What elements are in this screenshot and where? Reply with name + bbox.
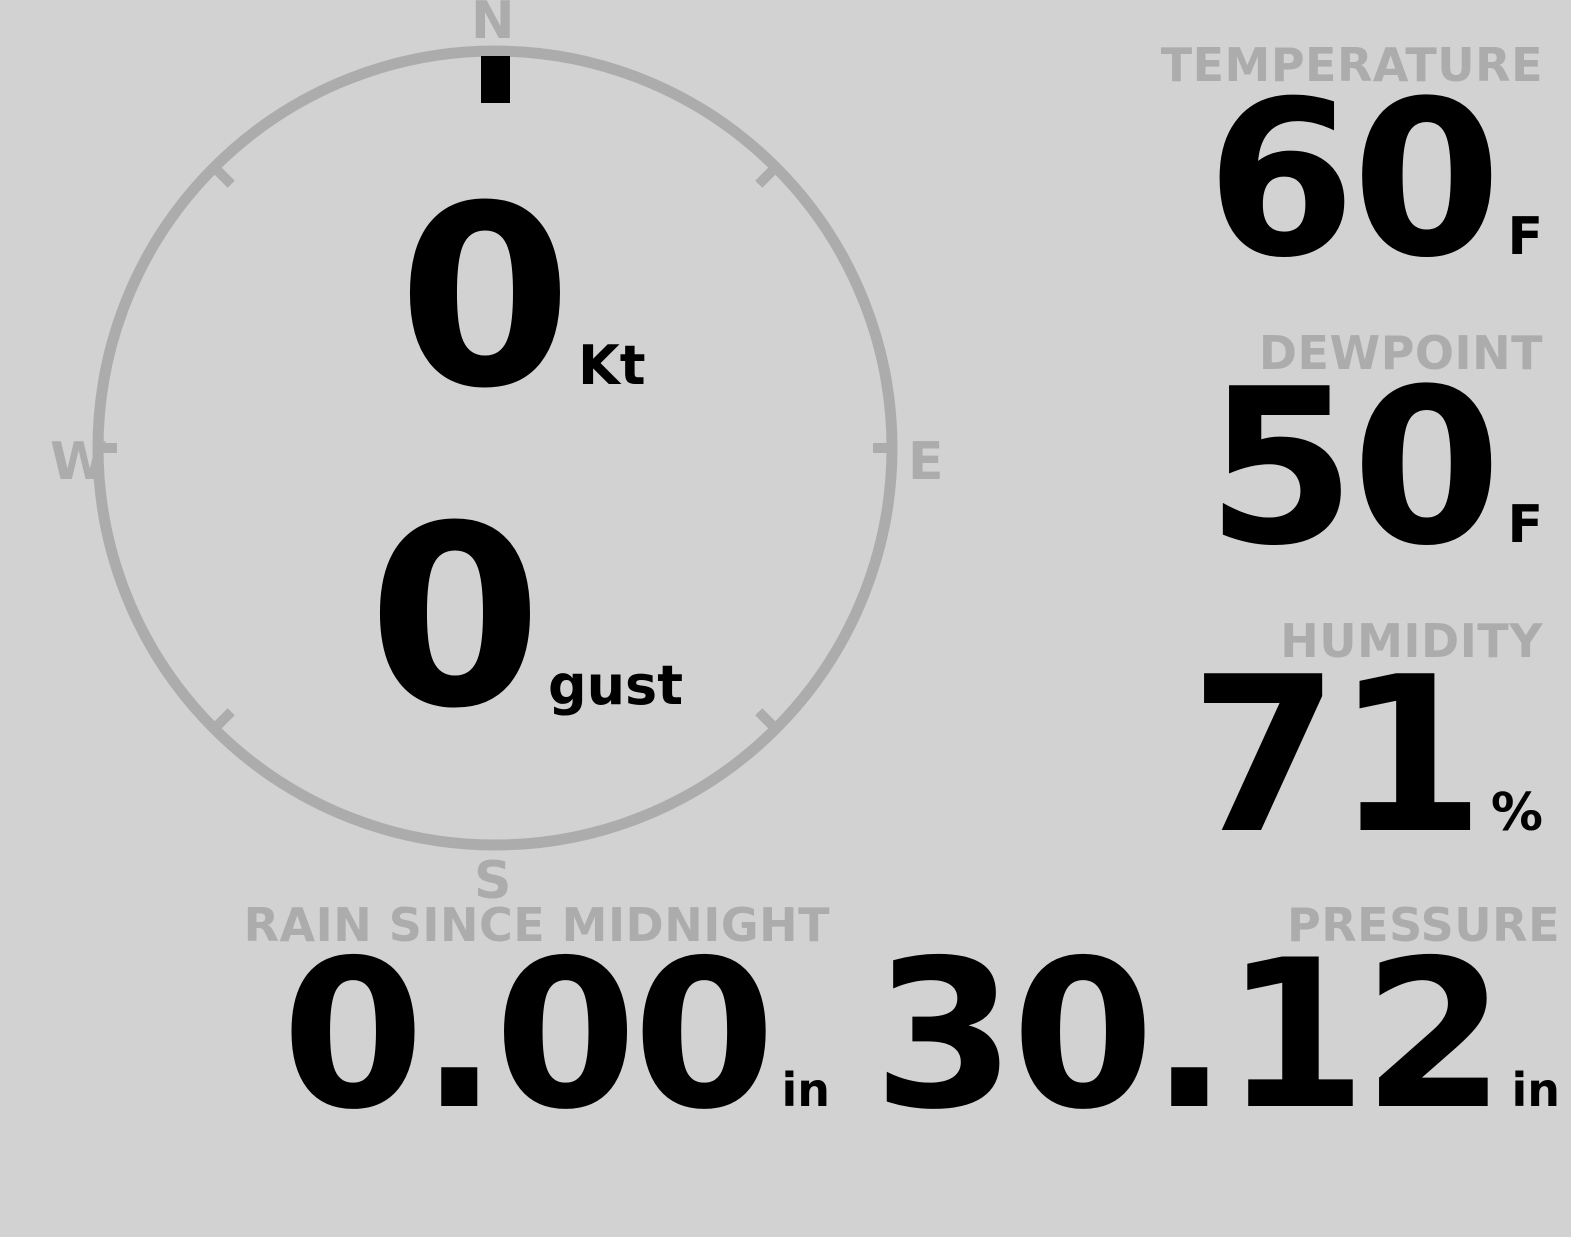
- humidity-caption: HUMIDITY: [1280, 614, 1543, 668]
- dewpoint-unit: F: [1507, 495, 1543, 555]
- temperature-unit: F: [1507, 207, 1543, 267]
- wind-gust-value: 0: [368, 472, 542, 763]
- compass-tick-marks: [98, 163, 892, 733]
- rain-value: 0.00: [281, 917, 776, 1155]
- humidity-row: 71 %: [843, 630, 1543, 881]
- dewpoint-row: 50 F: [843, 342, 1543, 593]
- pressure-block: PRESSURE 30.12 in: [860, 898, 1560, 1155]
- wind-gust-readout: 0 gust: [368, 472, 684, 763]
- wind-compass-dial: N S W E 0 Kt 0 gust: [0, 0, 990, 907]
- rain-row: 0.00 in: [150, 917, 830, 1155]
- compass-label-east: E: [908, 432, 944, 492]
- dewpoint-value: 50: [1206, 342, 1501, 593]
- humidity-unit: %: [1490, 783, 1543, 843]
- temperature-caption: TEMPERATURE: [1160, 38, 1543, 92]
- dewpoint-block: DEWPOINT 50 F: [843, 326, 1543, 593]
- wind-gust-unit: gust: [547, 654, 684, 717]
- pressure-value: 30.12: [873, 917, 1505, 1155]
- temperature-block: TEMPERATURE 60 F: [843, 38, 1543, 305]
- compass-label-north: N: [471, 0, 515, 51]
- wind-direction-marker: [481, 56, 510, 103]
- pressure-unit: in: [1511, 1063, 1560, 1117]
- rain-caption: RAIN SINCE MIDNIGHT: [243, 898, 830, 952]
- temperature-row: 60 F: [843, 54, 1543, 305]
- dewpoint-caption: DEWPOINT: [1258, 326, 1543, 380]
- humidity-value: 71: [1189, 630, 1485, 881]
- rain-unit: in: [781, 1063, 830, 1117]
- compass-label-west: W: [50, 432, 108, 492]
- rain-block: RAIN SINCE MIDNIGHT 0.00 in: [150, 898, 830, 1155]
- compass-tick-sw: [210, 708, 235, 733]
- compass-label-south: S: [474, 851, 512, 911]
- temperature-value: 60: [1206, 54, 1501, 305]
- pressure-row: 30.12 in: [860, 917, 1560, 1155]
- compass-tick-ne: [755, 163, 780, 188]
- pressure-caption: PRESSURE: [1287, 898, 1560, 952]
- wind-speed-readout: 0 Kt: [398, 152, 646, 443]
- wind-speed-unit: Kt: [577, 334, 646, 397]
- humidity-block: HUMIDITY 71 %: [843, 614, 1543, 881]
- compass-ring-graphic: [92, 45, 898, 851]
- wind-speed-value: 0: [398, 152, 572, 443]
- compass-tick-nw: [210, 163, 235, 188]
- compass-tick-se: [755, 708, 780, 733]
